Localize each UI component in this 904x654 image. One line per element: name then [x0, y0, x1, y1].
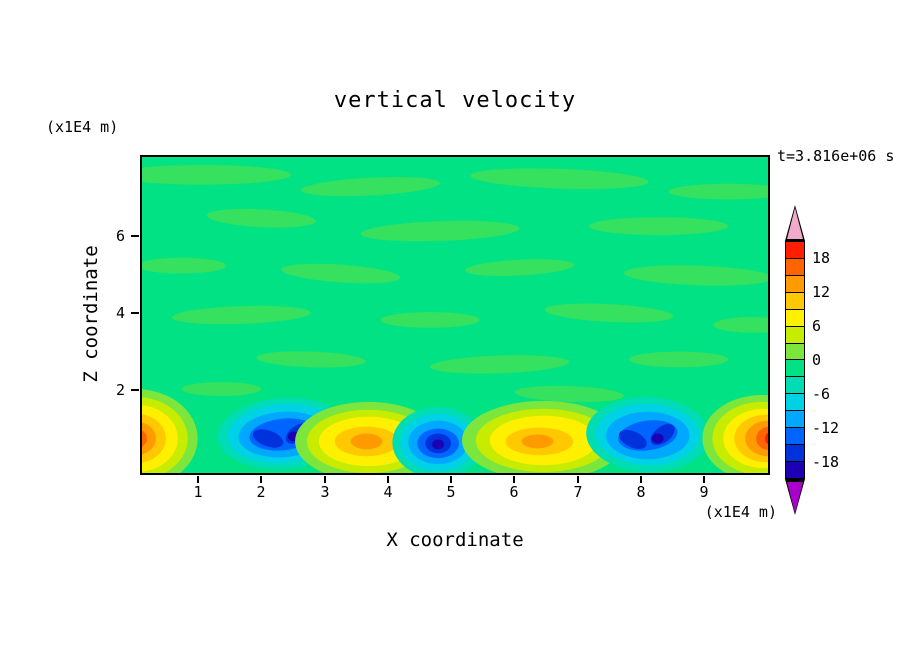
colorbar-segment: [786, 326, 804, 344]
downdraft-blob-3: [586, 396, 710, 473]
colorbar-segment: [786, 394, 804, 412]
y-axis-unit-label: (x1E4 m): [46, 118, 119, 136]
y-tick-label: 6: [115, 227, 125, 245]
colorbar-label: -18: [812, 453, 840, 471]
colorbar-label: 6: [812, 317, 822, 335]
plot-title: vertical velocity: [333, 88, 577, 113]
colorbar-segment: [786, 343, 804, 361]
contour-plot: [140, 155, 770, 475]
x-tick-label: 4: [383, 483, 393, 501]
x-tick-label: 6: [509, 483, 519, 501]
colorbar-segment: [786, 309, 804, 327]
x-tick-mark: [703, 476, 705, 483]
x-tick-mark: [640, 476, 642, 483]
colorbar-over-arrow-icon: [785, 205, 805, 241]
colorbar-segment: [786, 445, 804, 462]
updraft-blob-3: [461, 400, 625, 473]
colorbar-label: 0: [812, 351, 822, 369]
x-tick-label: 7: [573, 483, 583, 501]
colorbar-body: [785, 241, 805, 479]
colorbar-segment: [786, 242, 804, 259]
y-tick-label: 4: [115, 304, 125, 322]
colorbar-segment: [786, 258, 804, 276]
x-tick-mark: [324, 476, 326, 483]
colorbar-under-arrow-icon: [785, 479, 805, 515]
x-tick-mark: [450, 476, 452, 483]
x-tick-label: 2: [256, 483, 266, 501]
x-axis-title: X coordinate: [386, 529, 524, 551]
y-tick-mark: [131, 235, 139, 237]
x-tick-label: 1: [193, 483, 203, 501]
y-tick-mark: [131, 312, 139, 314]
colorbar-label: -6: [812, 385, 831, 403]
x-tick-label: 8: [636, 483, 646, 501]
colorbar-segment: [786, 377, 804, 395]
contour-field: [142, 157, 768, 473]
colorbar-segment: [786, 275, 804, 293]
x-tick-label: 5: [446, 483, 456, 501]
colorbar-over-arrow-fill: [787, 208, 803, 239]
colorbar-segment: [786, 292, 804, 310]
colorbar-label: -12: [812, 419, 840, 437]
colorbar-segment: [786, 360, 804, 378]
x-tick-mark: [260, 476, 262, 483]
colorbar: [785, 205, 805, 515]
colorbar-label: 18: [812, 249, 831, 267]
colorbar-under-arrow-fill: [787, 482, 803, 513]
colorbar-label: 12: [812, 283, 831, 301]
x-tick-mark: [577, 476, 579, 483]
updraft-blob-left: [142, 389, 198, 473]
x-tick-mark: [387, 476, 389, 483]
colorbar-segment: [786, 411, 804, 429]
colorbar-segment: [786, 461, 804, 478]
time-annotation: t=3.816e+06 s: [777, 147, 895, 165]
x-tick-mark: [513, 476, 515, 483]
x-tick-mark: [197, 476, 199, 483]
updraft-blob-right: [702, 395, 768, 473]
colorbar-segment: [786, 428, 804, 446]
y-tick-mark: [131, 389, 139, 391]
x-axis-unit-label: (x1E4 m): [704, 503, 777, 521]
y-tick-label: 2: [115, 381, 125, 399]
background-mottle: [142, 164, 768, 403]
downdraft-blob-2: [392, 406, 484, 473]
x-tick-label: 3: [320, 483, 330, 501]
x-tick-label: 9: [699, 483, 709, 501]
